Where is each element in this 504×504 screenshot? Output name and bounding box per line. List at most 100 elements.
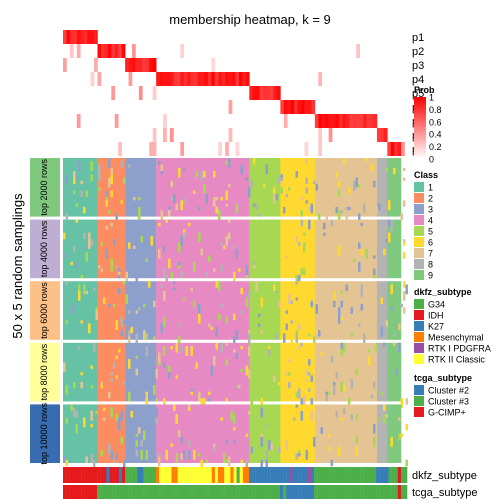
class-variation [298, 242, 301, 246]
class-variation [355, 446, 358, 457]
class-variation [335, 193, 338, 204]
class-variation [160, 171, 163, 175]
class-variation [350, 378, 353, 386]
class-variation [305, 177, 308, 185]
class-variation [288, 359, 291, 363]
class-variation [355, 177, 358, 188]
tcga-subtype-cell [332, 485, 336, 499]
y-axis-label: 50 x 5 random samplings [10, 193, 25, 339]
membership-cell [80, 30, 84, 44]
class-variation [360, 248, 363, 256]
class-variation [260, 297, 263, 308]
membership-cell [218, 72, 222, 86]
class-variation [78, 161, 81, 172]
class-variation [373, 436, 376, 447]
class-variation [358, 242, 361, 249]
membership-cell [76, 44, 81, 58]
membership-cell [76, 114, 81, 128]
membership-cell [325, 114, 329, 128]
class-variation [93, 342, 96, 353]
tcga-subtype-cell [292, 485, 296, 499]
class-variation [348, 206, 351, 211]
class-variation [295, 391, 298, 399]
class-variation [253, 433, 256, 441]
tcga-subtype-cell [118, 485, 123, 499]
class-variation [253, 261, 256, 269]
tcga-subtype-cell [183, 485, 188, 499]
class-variation [135, 433, 138, 437]
class-variation [233, 313, 236, 321]
dkfz-subtype-cell [78, 467, 82, 483]
class-variation [90, 410, 93, 421]
dkfz-subtype-cell [354, 467, 358, 483]
class-block [376, 342, 388, 402]
class-variation [173, 287, 176, 291]
membership-cell [169, 72, 174, 86]
class-variation [375, 206, 378, 214]
class-block [249, 219, 281, 279]
class-variation [323, 222, 326, 230]
class-variation [273, 375, 276, 382]
class-block [97, 342, 126, 402]
legends: Prob10.80.60.40.20Class123456789dkfz_sub… [414, 85, 491, 418]
membership-cell [397, 142, 402, 156]
class-variation [390, 436, 393, 447]
class-variation [300, 219, 303, 227]
tcga-subtype-cell [329, 485, 333, 499]
tcga-subtype-cell [78, 485, 82, 499]
dkfz-subtype-cell [286, 467, 290, 483]
dkfz-subtype-cell [329, 467, 333, 483]
dkfz-subtype-cell [109, 467, 113, 483]
tcga-subtype-cell [397, 485, 402, 499]
membership-cell [69, 30, 74, 44]
class-variation [73, 177, 76, 185]
dkfz-legend-label: Mesenchymal [428, 333, 484, 343]
chart-title: membership heatmap, k = 9 [169, 12, 331, 27]
class-variation [363, 203, 366, 214]
class-variation [135, 310, 138, 318]
class-variation [278, 446, 281, 454]
dkfz-subtype-cell [326, 467, 330, 483]
tcga-track-label: tcga_subtype [412, 487, 477, 499]
class-variation [80, 180, 83, 185]
class-variation [358, 261, 361, 272]
class-variation [360, 290, 363, 298]
class-variation [180, 346, 183, 353]
class-variation [105, 200, 108, 207]
class-variation [393, 333, 396, 337]
class-variation [295, 281, 298, 285]
class-variation [170, 346, 173, 350]
class-variation [315, 184, 318, 191]
class-variation [123, 320, 126, 324]
class-variation [228, 158, 231, 168]
class-variation [225, 459, 228, 463]
class-variation [98, 164, 101, 172]
membership-cell [138, 58, 143, 72]
membership-cell [273, 86, 278, 100]
class-variation [70, 307, 73, 314]
class-variation [315, 229, 318, 240]
class-variation [138, 206, 141, 214]
tcga-subtype-cell [314, 485, 318, 499]
dkfz-subtype-cell [152, 467, 157, 483]
dkfz-subtype-cell [165, 467, 169, 483]
dkfz-subtype-cell [115, 467, 119, 483]
class-variation [128, 359, 131, 369]
class-variation [110, 174, 113, 185]
tcga-subtype-cell [242, 485, 247, 499]
class-variation [300, 410, 303, 421]
class-variation [133, 197, 136, 201]
membership-cell [197, 72, 202, 86]
membership-cell [318, 128, 323, 142]
class-variation [75, 174, 78, 181]
tcga-subtype-cell [140, 485, 144, 499]
membership-cell [363, 114, 367, 128]
class-variation [70, 261, 73, 266]
class-variation [348, 349, 351, 353]
class-variation [268, 346, 271, 350]
tcga-subtype-cell [193, 485, 197, 499]
tcga-subtype-cell [72, 485, 76, 499]
class-variation [310, 300, 313, 308]
class-variation [383, 404, 386, 411]
class-legend-label: 5 [428, 227, 433, 237]
